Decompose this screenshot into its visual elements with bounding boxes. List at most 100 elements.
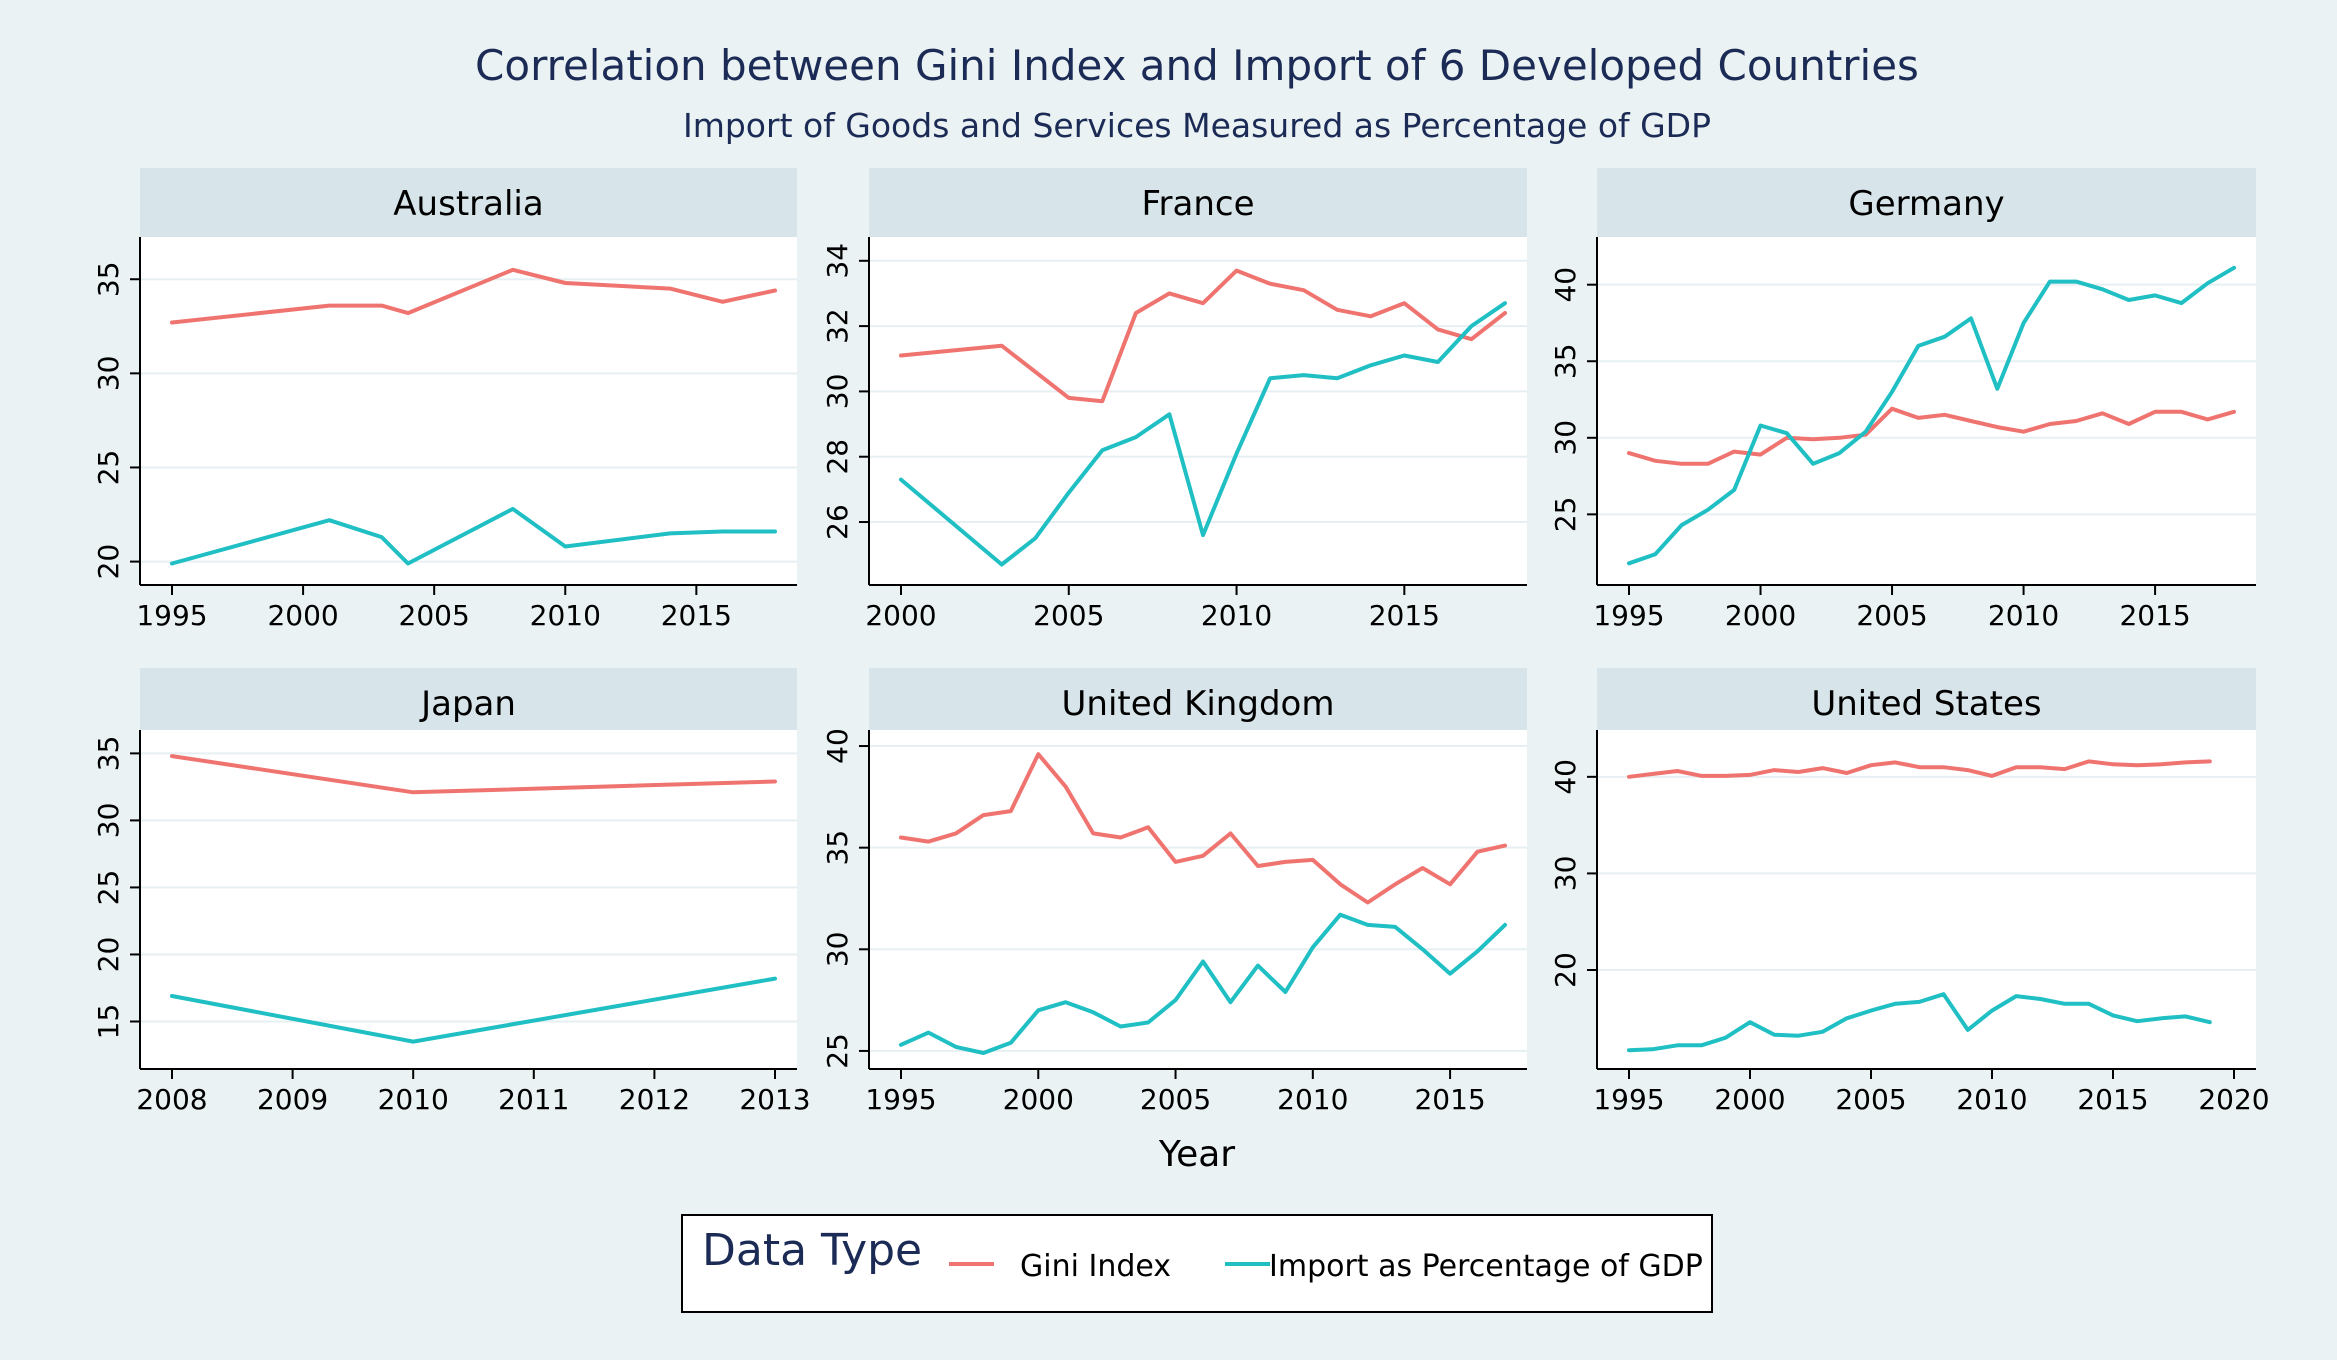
y-tick-label-japan-20: 20 <box>92 937 125 973</box>
y-tick-label-australia-30: 30 <box>92 356 125 392</box>
y-tick-label-australia-25: 25 <box>92 450 125 486</box>
legend-box <box>681 1214 1713 1313</box>
panel-title-japan: Japan <box>419 684 516 724</box>
y-tick-label-japan-15: 15 <box>92 1004 125 1040</box>
x-tick-label-germany-2005: 2005 <box>1856 599 1927 632</box>
x-tick-label-japan-2013: 2013 <box>739 1083 810 1116</box>
y-tick-label-japan-30: 30 <box>92 803 125 839</box>
series-line-gini-united-kingdom <box>899 752 1507 905</box>
x-tick-label-france-2005: 2005 <box>1033 599 1104 632</box>
panel-united-states: United States 20 30 40 1995 2000 2005 2010 2015 2… <box>1549 668 2270 1116</box>
x-tick-label-japan-2010: 2010 <box>378 1083 449 1116</box>
y-tick-label-united-states-20: 20 <box>1549 952 1582 988</box>
x-tick-label-germany-2015: 2015 <box>2119 599 2190 632</box>
x-tick-label-united-kingdom-1995: 1995 <box>865 1083 936 1116</box>
x-tick-label-australia-1995: 1995 <box>136 599 207 632</box>
series-line-import-australia <box>170 506 777 566</box>
x-tick-label-france-2010: 2010 <box>1201 599 1272 632</box>
x-tick-label-united-kingdom-2005: 2005 <box>1140 1083 1211 1116</box>
y-tick-label-united-states-40: 40 <box>1549 759 1582 795</box>
y-tick-label-germany-30: 30 <box>1549 420 1582 456</box>
series-line-gini-france <box>899 268 1507 404</box>
series-line-import-japan <box>170 976 777 1044</box>
x-tick-label-australia-2000: 2000 <box>267 599 338 632</box>
x-tick-label-united-kingdom-2010: 2010 <box>1277 1083 1348 1116</box>
legend-label-gini: Gini Index <box>1020 1249 1171 1284</box>
plot-area-japan <box>140 730 797 1069</box>
panel-strip-germany <box>1597 168 2256 237</box>
y-tick-label-japan-25: 25 <box>92 870 125 906</box>
x-tick-label-japan-2012: 2012 <box>619 1083 690 1116</box>
y-tick-label-france-32: 32 <box>821 308 854 344</box>
series-line-import-united-kingdom <box>899 912 1507 1055</box>
y-tick-label-united-kingdom-30: 30 <box>821 931 854 967</box>
plot-area-united-states <box>1597 730 2256 1069</box>
legend-label-import: Import as Percentage of GDP <box>1269 1249 1703 1284</box>
y-tick-label-japan-35: 35 <box>92 736 125 772</box>
x-tick-label-united-kingdom-2015: 2015 <box>1414 1083 1485 1116</box>
panel-title-france: France <box>1141 184 1254 224</box>
y-tick-label-australia-20: 20 <box>92 544 125 580</box>
panel-strip-japan <box>140 668 797 730</box>
plot-area-united-kingdom <box>869 730 1527 1069</box>
y-tick-label-france-30: 30 <box>821 374 854 410</box>
x-axis-label: Year <box>1158 1134 1235 1175</box>
x-tick-label-united-states-2020: 2020 <box>2198 1083 2269 1116</box>
y-tick-label-germany-35: 35 <box>1549 343 1582 379</box>
x-tick-label-australia-2015: 2015 <box>661 599 732 632</box>
x-tick-label-japan-2011: 2011 <box>498 1083 569 1116</box>
y-tick-label-united-states-30: 30 <box>1549 856 1582 892</box>
x-tick-label-united-states-1995: 1995 <box>1593 1083 1664 1116</box>
x-tick-label-france-2015: 2015 <box>1369 599 1440 632</box>
y-tick-label-united-kingdom-25: 25 <box>821 1033 854 1069</box>
series-line-gini-united-states <box>1627 759 2212 779</box>
panel-australia: Australia 20 25 30 35 1995 2000 2005 2010 2015 <box>92 168 797 632</box>
x-tick-label-united-states-2015: 2015 <box>2077 1083 2148 1116</box>
plot-area-france <box>869 237 1527 585</box>
series-line-import-united-states <box>1627 992 2212 1053</box>
panel-strip-australia <box>140 168 797 237</box>
legend-title: Data Type <box>702 1225 922 1276</box>
y-tick-label-france-34: 34 <box>821 243 854 279</box>
x-tick-label-germany-1995: 1995 <box>1593 599 1664 632</box>
x-tick-label-australia-2005: 2005 <box>399 599 470 632</box>
y-tick-label-united-kingdom-40: 40 <box>821 728 854 764</box>
panel-strip-united-kingdom <box>869 668 1527 730</box>
x-tick-label-france-2000: 2000 <box>865 599 936 632</box>
x-tick-label-germany-2010: 2010 <box>1988 599 2059 632</box>
x-tick-label-japan-2009: 2009 <box>257 1083 328 1116</box>
panel-germany: Germany 25 30 35 40 1995 2000 2005 2010 2015 <box>1549 168 2256 632</box>
panel-title-united-states: United States <box>1811 684 2041 724</box>
y-tick-label-france-26: 26 <box>821 504 854 540</box>
y-tick-label-united-kingdom-35: 35 <box>821 830 854 866</box>
panel-strip-united-states <box>1597 668 2256 730</box>
y-tick-label-australia-35: 35 <box>92 261 125 297</box>
x-tick-label-united-states-2000: 2000 <box>1714 1083 1785 1116</box>
x-tick-label-united-states-2010: 2010 <box>1956 1083 2027 1116</box>
x-tick-label-united-states-2005: 2005 <box>1835 1083 1906 1116</box>
legend: Data Type Gini Index Import as Percentag… <box>681 1214 1713 1313</box>
series-line-import-germany <box>1627 265 2236 566</box>
panel-france: France 26 28 30 32 34 2000 2005 2010 2015 <box>821 168 1527 632</box>
panel-japan: Japan 15 20 25 30 35 2008 2009 2010 2011 2012 2013 <box>92 668 811 1116</box>
x-tick-label-australia-2010: 2010 <box>530 599 601 632</box>
series-line-gini-germany <box>1627 406 2236 466</box>
series-line-gini-australia <box>170 267 777 325</box>
x-tick-label-germany-2000: 2000 <box>1725 599 1796 632</box>
y-tick-label-france-28: 28 <box>821 439 854 475</box>
x-tick-label-united-kingdom-2000: 2000 <box>1003 1083 1074 1116</box>
series-line-import-france <box>899 301 1507 567</box>
panel-title-germany: Germany <box>1848 184 2004 224</box>
chart-title: Correlation between Gini Index and Impor… <box>475 41 1919 90</box>
panel-title-united-kingdom: United Kingdom <box>1062 684 1335 724</box>
y-tick-label-germany-25: 25 <box>1549 497 1582 533</box>
y-tick-label-germany-40: 40 <box>1549 267 1582 303</box>
chart-subtitle: Import of Goods and Services Measured as… <box>683 106 1711 145</box>
panel-strip-france <box>869 168 1527 237</box>
x-tick-label-japan-2008: 2008 <box>136 1083 207 1116</box>
panel-united-kingdom: United Kingdom 25 30 35 40 1995 2000 2005 2010 20… <box>821 668 1527 1116</box>
series-line-gini-japan <box>170 754 777 795</box>
panel-title-australia: Australia <box>393 184 543 224</box>
